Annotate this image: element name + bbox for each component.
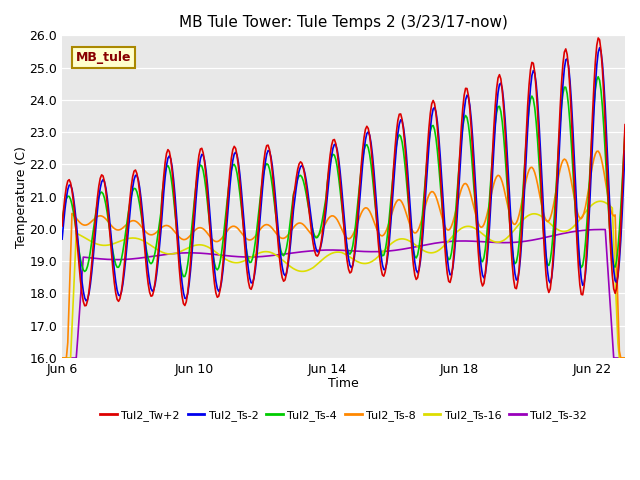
Legend: Tul2_Tw+2, Tul2_Ts-2, Tul2_Ts-4, Tul2_Ts-8, Tul2_Ts-16, Tul2_Ts-32: Tul2_Tw+2, Tul2_Ts-2, Tul2_Ts-4, Tul2_Ts…	[96, 406, 591, 425]
Text: MB_tule: MB_tule	[76, 51, 132, 64]
Title: MB Tule Tower: Tule Temps 2 (3/23/17-now): MB Tule Tower: Tule Temps 2 (3/23/17-now…	[179, 15, 508, 30]
Y-axis label: Temperature (C): Temperature (C)	[15, 146, 28, 248]
X-axis label: Time: Time	[328, 377, 359, 390]
